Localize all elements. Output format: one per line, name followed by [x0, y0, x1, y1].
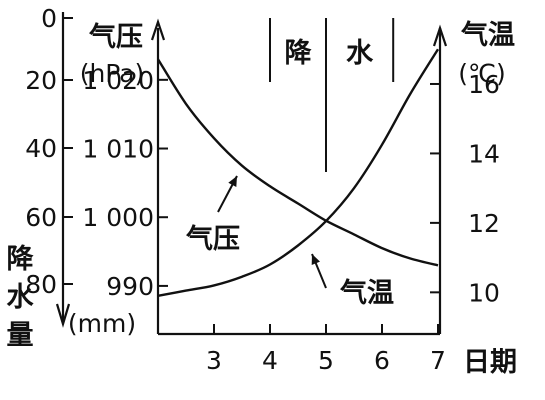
annotation-label: 气温 [339, 278, 394, 309]
precipitation-axis-label: 降 [7, 244, 35, 275]
x-tick-label: 7 [430, 346, 446, 375]
precipitation-band-label: 水 [346, 38, 374, 69]
pressure-tick-label: 1 000 [82, 203, 154, 232]
pressure-curve [156, 58, 439, 267]
temperature-tick-label: 10 [468, 278, 500, 307]
temperature-axis-label: 气温 [460, 20, 515, 51]
precipitation-axis-label: 量 [7, 320, 34, 351]
precipitation-tick-label: 80 [25, 270, 57, 299]
temperature-axis-arrow [432, 24, 448, 47]
temperature-tick-label: 14 [468, 139, 500, 168]
pressure-axis-label: 气压 [88, 22, 143, 53]
x-tick-label: 4 [262, 346, 278, 375]
precipitation-axis-unit: (mm) [68, 309, 136, 338]
annotation-arrowhead [228, 176, 237, 187]
precipitation-axis-label: 水 [7, 282, 35, 313]
axes-layer [55, 12, 448, 336]
temperature-axis-unit: (℃) [458, 59, 506, 88]
temperature-tick-label: 12 [468, 209, 500, 238]
temperature-curve [157, 48, 440, 297]
precipitation-axis-arrow [55, 303, 71, 328]
precipitation-tick-label: 0 [41, 4, 57, 33]
temperature-tick-label: 16 [468, 70, 500, 99]
precipitation-tick-label: 60 [25, 203, 57, 232]
pressure-tick-label: 1 020 [82, 66, 154, 95]
precipitation-tick-label: 20 [25, 66, 57, 95]
pressure-tick-label: 990 [106, 272, 154, 301]
curves-layer [156, 48, 440, 297]
x-tick-label: 6 [374, 346, 390, 375]
pressure-axis-unit: (hPa) [80, 59, 145, 88]
x-tick-label: 5 [318, 346, 334, 375]
annotation-arrowhead [311, 254, 320, 265]
pressure-tick-label: 1 010 [82, 135, 154, 164]
precipitation-band-label: 降 [285, 38, 313, 69]
labels-layer: 降水3 4 5 6 7 日期9901 0001 0101 020气压(hPa)101214… [7, 4, 518, 378]
x-axis-label: 日期 [463, 347, 517, 378]
x-tick-label: 3 [206, 346, 222, 375]
pressure-axis-arrow [150, 18, 166, 41]
precipitation-tick-label: 40 [25, 134, 57, 163]
annotation-label: 气压 [185, 224, 240, 255]
